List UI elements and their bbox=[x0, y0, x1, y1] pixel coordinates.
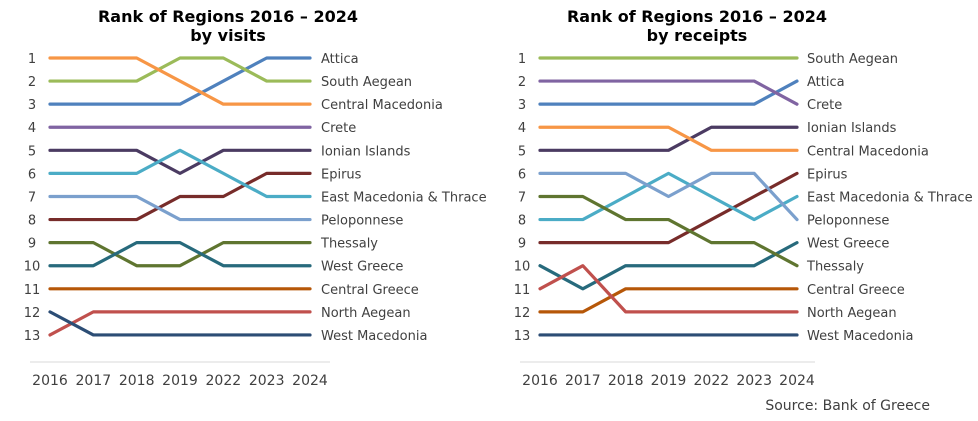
series-label: South Aegean bbox=[807, 52, 898, 67]
chart-title-line: by visits bbox=[190, 26, 266, 45]
series-label: West Macedonia bbox=[807, 329, 913, 344]
chart-title-line: Rank of Regions 2016 – 2024 bbox=[98, 7, 358, 26]
y-tick-label: 7 bbox=[518, 190, 526, 205]
series-line bbox=[538, 79, 799, 106]
series-label: Ionian Islands bbox=[807, 121, 897, 136]
series-line bbox=[48, 241, 312, 268]
series-line bbox=[538, 194, 799, 268]
y-tick-label: 9 bbox=[518, 237, 526, 252]
series-line bbox=[538, 241, 799, 291]
series-line bbox=[538, 287, 799, 314]
y-tick-label: 2 bbox=[28, 75, 36, 90]
series-label: South Aegean bbox=[321, 75, 412, 90]
series-line bbox=[48, 56, 312, 106]
series-label: Epirus bbox=[321, 167, 362, 182]
y-tick-label: 4 bbox=[518, 121, 526, 136]
series-line bbox=[538, 79, 799, 106]
series-line bbox=[538, 171, 799, 222]
x-tick-label: 2018 bbox=[608, 373, 644, 389]
y-tick-label: 13 bbox=[24, 329, 41, 344]
series-line bbox=[538, 125, 799, 152]
series-line bbox=[538, 171, 799, 222]
x-tick-label: 2018 bbox=[119, 373, 155, 389]
y-tick-label: 11 bbox=[24, 283, 41, 298]
x-tick-label: 2023 bbox=[249, 373, 285, 389]
series-label: West Greece bbox=[807, 237, 889, 252]
chart-title-line: by receipts bbox=[647, 26, 748, 45]
x-tick-label: 2022 bbox=[206, 373, 242, 389]
x-tick-label: 2024 bbox=[779, 373, 815, 389]
x-tick-label: 2016 bbox=[32, 373, 68, 389]
series-label: West Macedonia bbox=[321, 329, 427, 344]
y-tick-label: 11 bbox=[514, 283, 531, 298]
y-tick-label: 5 bbox=[518, 144, 526, 159]
series-label: Attica bbox=[321, 52, 359, 67]
series-label: East Macedonia & Thrace bbox=[807, 190, 973, 205]
x-tick-label: 2024 bbox=[292, 373, 328, 389]
y-tick-label: 8 bbox=[518, 214, 526, 229]
series-label: East Macedonia & Thrace bbox=[321, 190, 487, 205]
y-tick-label: 2 bbox=[518, 75, 526, 90]
series-line bbox=[538, 264, 799, 314]
y-tick-label: 3 bbox=[28, 98, 36, 113]
series-label: Central Greece bbox=[807, 283, 905, 298]
y-tick-label: 12 bbox=[514, 306, 531, 321]
series-line bbox=[48, 56, 312, 106]
series-label: North Aegean bbox=[807, 306, 897, 321]
series-line bbox=[48, 148, 312, 199]
y-tick-label: 10 bbox=[24, 260, 41, 275]
series-label: West Greece bbox=[321, 260, 403, 275]
x-tick-label: 2019 bbox=[651, 373, 687, 389]
series-line bbox=[48, 194, 312, 222]
series-label: Peloponnese bbox=[807, 214, 889, 229]
y-tick-label: 3 bbox=[518, 98, 526, 113]
series-line bbox=[48, 310, 312, 337]
series-label: Epirus bbox=[807, 167, 848, 182]
series-label: Crete bbox=[807, 98, 842, 113]
x-tick-label: 2022 bbox=[694, 373, 730, 389]
series-label: Attica bbox=[807, 75, 845, 90]
y-tick-label: 5 bbox=[28, 144, 36, 159]
series-label: Central Greece bbox=[321, 283, 419, 298]
series-line bbox=[48, 148, 312, 175]
y-tick-label: 10 bbox=[514, 260, 531, 275]
y-tick-label: 6 bbox=[28, 167, 36, 182]
y-tick-label: 12 bbox=[24, 306, 41, 321]
series-line bbox=[48, 171, 312, 222]
y-tick-label: 9 bbox=[28, 237, 36, 252]
source-note: Source: Bank of Greece bbox=[765, 398, 930, 414]
y-tick-label: 1 bbox=[518, 52, 526, 67]
series-label: Ionian Islands bbox=[321, 144, 411, 159]
series-label: Thessaly bbox=[806, 260, 864, 275]
x-tick-label: 2017 bbox=[76, 373, 112, 389]
y-tick-label: 8 bbox=[28, 214, 36, 229]
x-tick-label: 2017 bbox=[565, 373, 601, 389]
series-label: Central Macedonia bbox=[807, 144, 929, 159]
x-tick-label: 2023 bbox=[736, 373, 772, 389]
series-label: Peloponnese bbox=[321, 214, 403, 229]
series-label: Crete bbox=[321, 121, 356, 136]
y-tick-label: 6 bbox=[518, 167, 526, 182]
series-line bbox=[538, 125, 799, 152]
y-tick-label: 13 bbox=[514, 329, 531, 344]
series-line bbox=[48, 56, 312, 83]
y-tick-label: 4 bbox=[28, 121, 36, 136]
x-tick-label: 2016 bbox=[522, 373, 558, 389]
series-label: North Aegean bbox=[321, 306, 411, 321]
series-line bbox=[48, 241, 312, 268]
series-label: Central Macedonia bbox=[321, 98, 443, 113]
chart-title-line: Rank of Regions 2016 – 2024 bbox=[567, 7, 827, 26]
x-tick-label: 2019 bbox=[162, 373, 198, 389]
y-tick-label: 7 bbox=[28, 190, 36, 205]
y-tick-label: 1 bbox=[28, 52, 36, 67]
series-line bbox=[48, 310, 312, 337]
series-label: Thessaly bbox=[320, 237, 378, 252]
series-line bbox=[538, 171, 799, 245]
